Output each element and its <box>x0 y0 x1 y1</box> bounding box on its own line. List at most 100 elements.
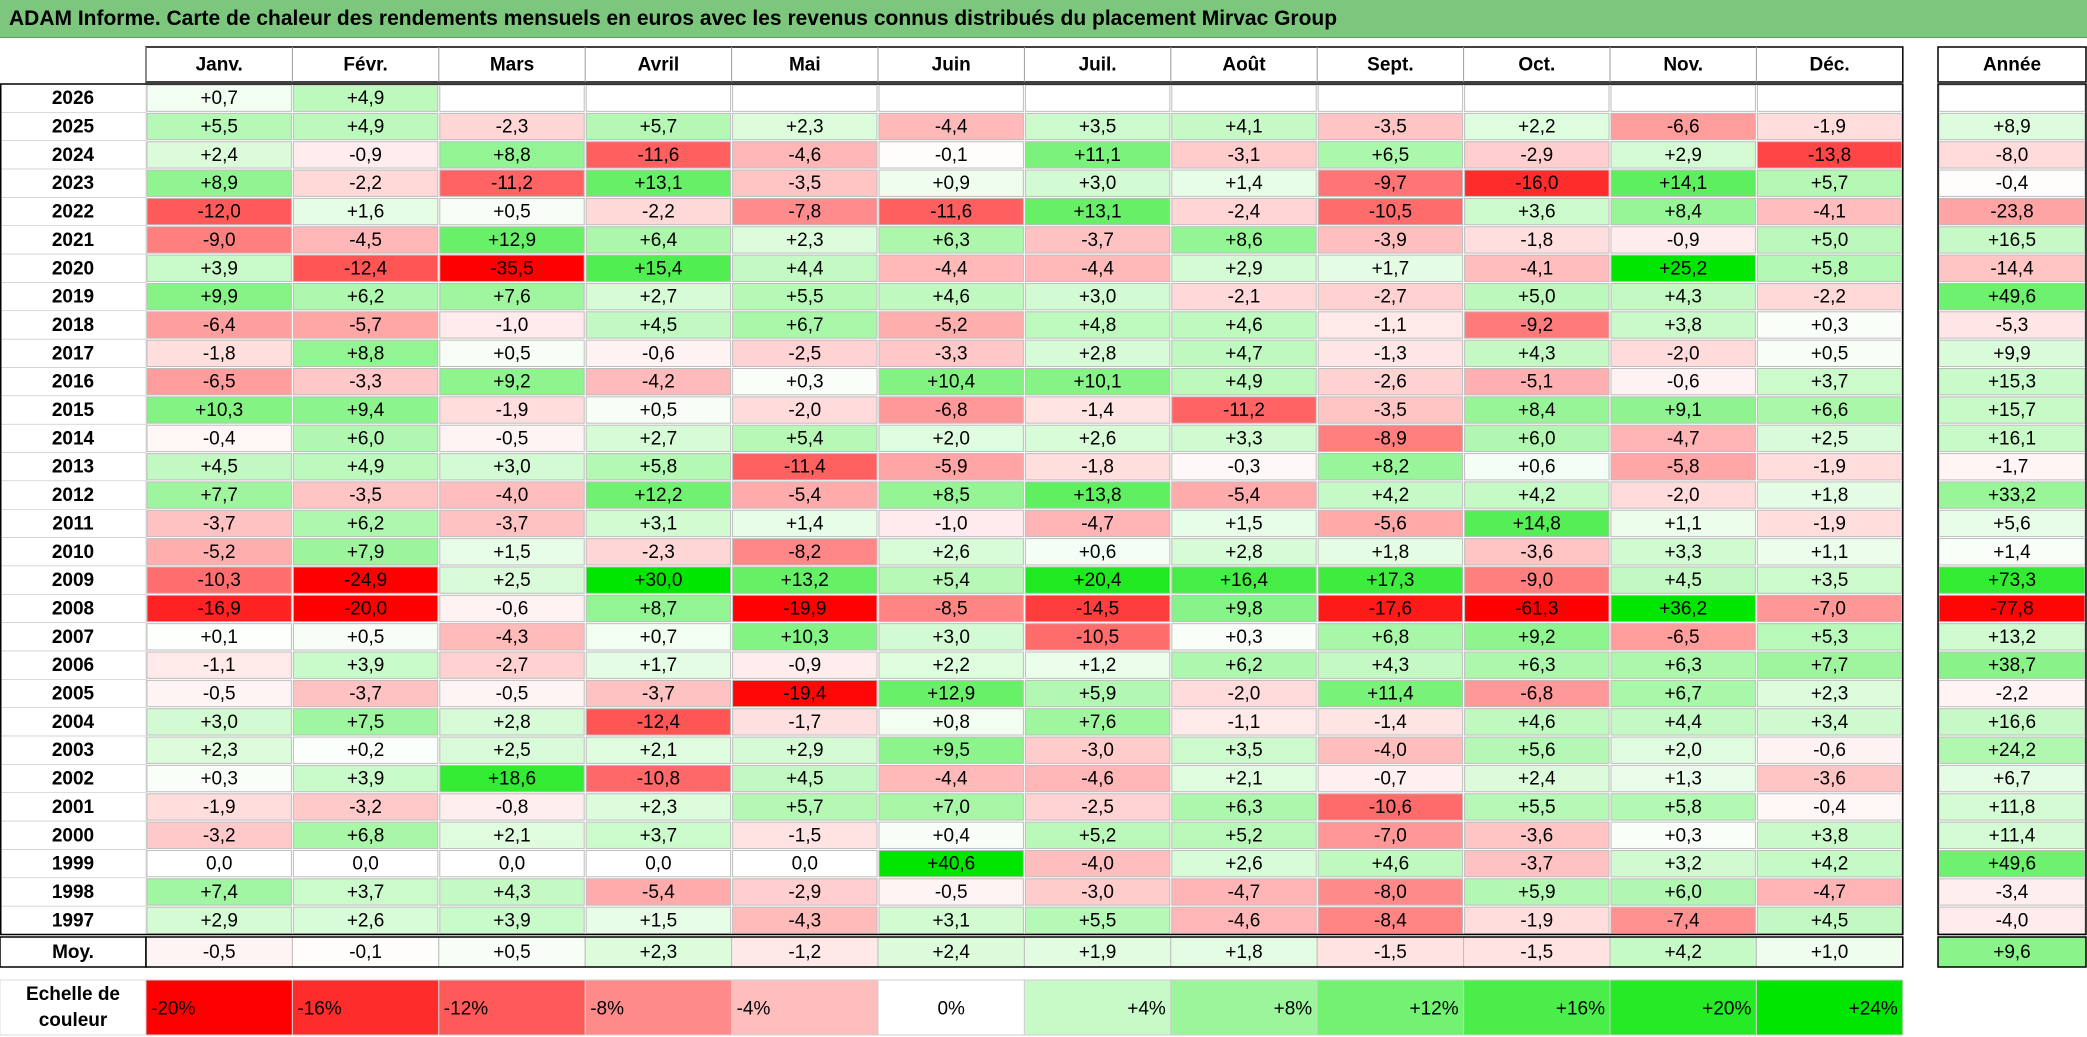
cell-value: -3,5 <box>1374 400 1407 421</box>
heatmap-cell <box>1317 538 1464 566</box>
cell-value: +0,9 <box>932 173 970 194</box>
cell-value: +2,8 <box>1079 343 1117 364</box>
year-cell <box>0 480 147 510</box>
heatmap-cell <box>1317 226 1464 254</box>
scale-swatch <box>1463 979 1611 1036</box>
cell-value: -4,0 <box>1081 854 1114 875</box>
heatmap-cell <box>1317 793 1464 821</box>
heatmap-cell <box>292 311 439 339</box>
year-label: 2000 <box>52 825 94 846</box>
cell-value: -4,0 <box>496 485 529 506</box>
heatmap-cell <box>1756 254 1903 282</box>
cell-value: -3,6 <box>1813 769 1846 790</box>
heatmap-cell <box>439 141 585 169</box>
cell-value: +4,3 <box>1664 287 1702 308</box>
heatmap-cell <box>1317 311 1464 339</box>
cell-value: -7,4 <box>1667 910 1700 931</box>
cell-value: +10,3 <box>781 627 829 648</box>
average-value: +1,0 <box>1811 942 1849 963</box>
heatmap-cell <box>1756 424 1903 453</box>
cell-value: +5,3 <box>1811 627 1849 648</box>
cell-value: +0,5 <box>493 343 531 364</box>
annual-cell <box>1938 339 2086 367</box>
cell-value: +2,4 <box>200 145 238 166</box>
cell-value: +0,4 <box>932 825 970 846</box>
heatmap-cell <box>732 311 878 339</box>
heatmap-cell <box>439 679 585 708</box>
cell-value: -6,5 <box>203 372 236 393</box>
cell-value: +1,1 <box>1811 542 1849 563</box>
heatmap-cell <box>146 112 292 141</box>
month-header: Juin <box>932 55 971 76</box>
heatmap-cell <box>439 282 585 311</box>
heatmap-cell <box>1317 453 1464 481</box>
heatmap-cell <box>585 679 732 708</box>
annual-cell <box>1938 282 2086 311</box>
year-label: 2003 <box>52 740 94 761</box>
heatmap-cell <box>1171 566 1317 594</box>
cell-value: +10,1 <box>1074 372 1122 393</box>
average-value: -1,5 <box>1374 942 1407 963</box>
annual-cell <box>1938 821 2086 849</box>
annual-cell <box>1938 764 2086 793</box>
cell-value: +3,1 <box>640 513 678 534</box>
year-cell <box>0 764 147 794</box>
cell-value: +3,9 <box>347 655 385 676</box>
cell-value: -10,3 <box>198 570 241 591</box>
year-label: 2013 <box>52 457 94 478</box>
heatmap-cell <box>1317 197 1464 226</box>
cell-value: -6,8 <box>1520 684 1553 705</box>
cell-value: -0,4 <box>1813 797 1846 818</box>
cell-value: +1,5 <box>493 542 531 563</box>
heatmap-cell <box>878 566 1024 594</box>
heatmap-cell <box>585 566 732 594</box>
heatmap-cell <box>1464 793 1610 821</box>
cell-value: +4,7 <box>1225 343 1263 364</box>
cell-value: -3,3 <box>935 343 968 364</box>
cell-value: +4,4 <box>786 258 824 279</box>
cell-value: +7,6 <box>1079 712 1117 733</box>
cell-value: -3,7 <box>203 513 236 534</box>
cell-value: +7,6 <box>493 287 531 308</box>
cell-value: +0,3 <box>786 372 824 393</box>
heatmap-cell <box>146 651 292 679</box>
cell-value: -35,5 <box>490 258 533 279</box>
heatmap-cell <box>732 424 878 453</box>
cell-value: +8,6 <box>1225 230 1263 251</box>
cell-value: -2,0 <box>788 400 821 421</box>
heatmap-cell <box>1171 396 1317 424</box>
cell-value: -16,9 <box>198 598 241 619</box>
cell-value: +30,0 <box>634 570 682 591</box>
cell-value: -0,4 <box>203 428 236 449</box>
heatmap-cell <box>585 623 732 651</box>
scale-label-value: +8% <box>1274 999 1313 1020</box>
cell-value: +5,8 <box>640 457 678 478</box>
cell-value: 0,0 <box>645 854 671 875</box>
heatmap-cell <box>1756 311 1903 339</box>
heatmap-cell <box>1317 424 1464 453</box>
heatmap-cell <box>146 311 292 339</box>
cell-value: +3,8 <box>1664 315 1702 336</box>
cell-value: 0,0 <box>792 854 818 875</box>
heatmap-cell <box>732 651 878 679</box>
heatmap-cell <box>1171 736 1317 764</box>
cell-value: -4,5 <box>349 230 382 251</box>
heatmap-cell <box>292 736 439 764</box>
cell-value: +13,1 <box>634 173 682 194</box>
heatmap-cell <box>292 764 439 793</box>
cell-value: +14,8 <box>1513 513 1561 534</box>
average-value: +2,4 <box>932 942 970 963</box>
year-label: 2005 <box>52 684 95 705</box>
cell-value: -4,7 <box>1667 428 1700 449</box>
heatmap-cell <box>1756 538 1903 566</box>
cell-value: +4,5 <box>640 315 678 336</box>
cell-value: +14,1 <box>1659 173 1707 194</box>
heatmap-cell <box>585 226 732 254</box>
heatmap-cell <box>1317 594 1464 623</box>
heatmap-cell <box>292 538 439 566</box>
average-value: -0,5 <box>203 942 236 963</box>
heatmap-cell <box>1464 254 1610 282</box>
cell-value: +0,3 <box>200 769 238 790</box>
cell-value: 0,0 <box>206 854 232 875</box>
cell-value: -1,9 <box>496 400 529 421</box>
